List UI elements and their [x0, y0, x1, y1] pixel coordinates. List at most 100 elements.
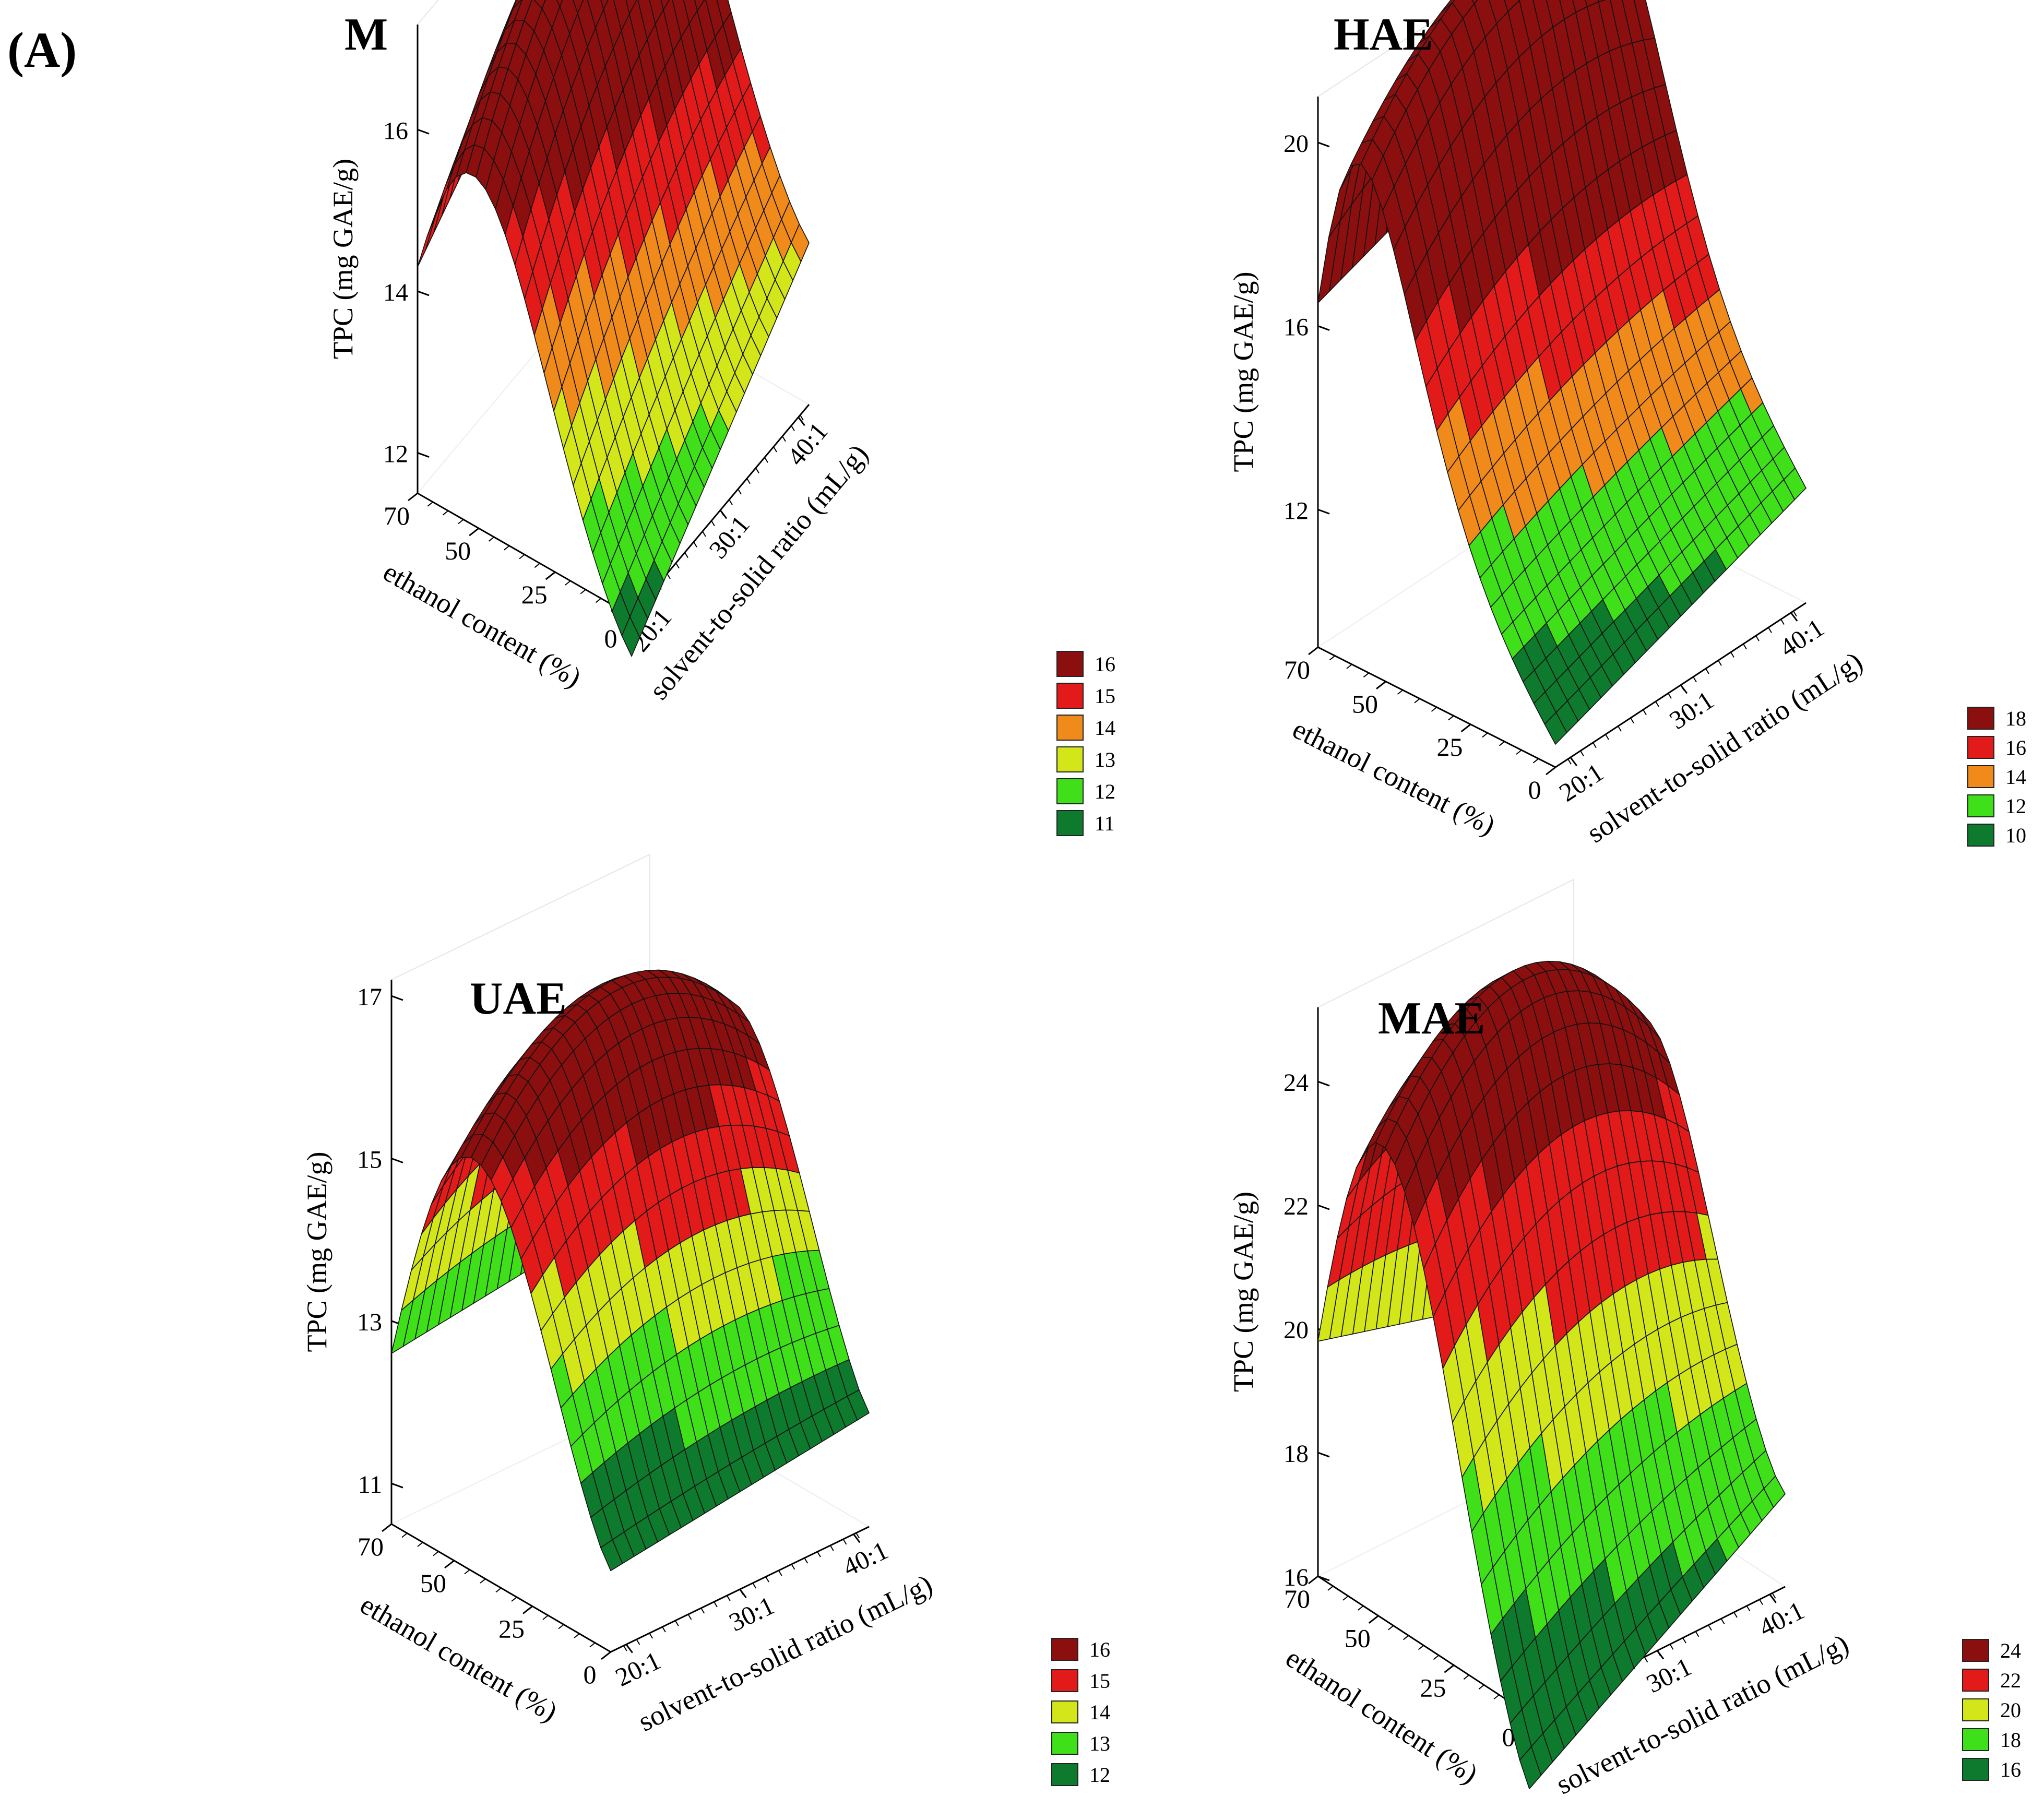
charts-layer: 12 14 16 0 25 50 70 20:1 30:1 40:1 M TPC (mg GAE/g)… — [301, 0, 2026, 1800]
z-axis-title: TPC (mg GAE/g) — [301, 1152, 332, 1352]
z-tick-label: 12 — [383, 441, 408, 468]
x-axis-title: solvent-to-solid ratio (mL/g) — [1581, 646, 1868, 849]
x-minor-tick — [700, 1608, 705, 1614]
legend-swatch — [1967, 794, 1994, 817]
x-minor-tick — [662, 1626, 666, 1633]
y-minor-tick — [1499, 741, 1505, 746]
x-minor-tick — [1718, 660, 1722, 666]
z-tick-label: 16 — [1284, 314, 1309, 341]
x-tick-label: 40:1 — [1754, 1596, 1809, 1643]
y-minor-tick — [565, 580, 571, 586]
y-minor-tick — [448, 1560, 455, 1565]
chart-title: M — [344, 9, 388, 60]
legend-label: 12 — [2005, 794, 2026, 818]
z-tick-label: 13 — [357, 1309, 382, 1336]
legend-swatch — [1056, 683, 1084, 709]
y-minor-tick — [1327, 1586, 1334, 1591]
surface-cell — [621, 616, 640, 657]
z-tick-mark — [1317, 1204, 1330, 1210]
z-tick-label: 11 — [358, 1471, 382, 1498]
y-tick-label: 70 — [358, 1532, 384, 1561]
z-tick-mark — [1317, 1080, 1330, 1087]
legend-label: 18 — [2005, 707, 2026, 730]
x-minor-tick — [1708, 1624, 1712, 1631]
x-tick-label: 40:1 — [838, 1536, 893, 1582]
surface-cell — [600, 1539, 623, 1572]
x-minor-tick — [1655, 701, 1659, 707]
z-tick-label: 18 — [1284, 1440, 1309, 1468]
x-minor-tick — [711, 520, 715, 527]
legend-label: 14 — [2005, 765, 2026, 789]
x-minor-tick — [714, 1601, 718, 1608]
x-minor-tick — [1743, 644, 1747, 650]
x-minor-tick — [693, 541, 697, 548]
x-tick-mark — [798, 417, 805, 426]
x-minor-tick — [855, 1532, 860, 1539]
legend: 18 16 14 12 10 — [1967, 707, 2026, 847]
surface-mesh — [1317, 0, 1807, 745]
y-tick-mark — [1308, 1575, 1318, 1585]
z-tick-label: 15 — [357, 1146, 382, 1173]
legend: 16 15 14 13 12 11 — [1056, 651, 1115, 836]
surface-cell — [1544, 712, 1567, 745]
x-minor-tick — [829, 1545, 834, 1551]
x-tick-mark — [1570, 757, 1578, 766]
z-tick-label: 16 — [383, 117, 408, 145]
legend-label: 20 — [2000, 1698, 2021, 1722]
z-tick-mark — [417, 290, 430, 296]
x-minor-tick — [1759, 1599, 1763, 1605]
legend-swatch — [1051, 1700, 1078, 1723]
legend-swatch — [1056, 746, 1084, 772]
x-tick-label: 30:1 — [703, 510, 755, 564]
y-minor-tick — [1418, 1645, 1424, 1650]
x-minor-tick — [739, 1589, 744, 1595]
legend-label: 16 — [2005, 736, 2026, 759]
x-tick-label: 20:1 — [611, 1646, 665, 1692]
y-tick-label: 0 — [1528, 775, 1541, 804]
x-minor-tick — [764, 457, 768, 463]
z-tick-mark — [1317, 508, 1330, 515]
legend-swatch — [1962, 1758, 1989, 1781]
x-minor-tick — [1618, 725, 1622, 732]
chart-title: HAE — [1334, 9, 1433, 60]
y-tick-label: 50 — [1352, 689, 1378, 719]
y-tick-mark — [1546, 766, 1556, 776]
legend-label: 10 — [2005, 824, 2026, 847]
x-minor-tick — [726, 1595, 731, 1601]
z-tick-label: 16 — [1284, 1564, 1309, 1591]
x-minor-tick — [1668, 693, 1672, 699]
y-minor-tick — [1358, 1605, 1364, 1611]
y-tick-mark — [382, 1523, 392, 1532]
legend-label: 13 — [1089, 1732, 1110, 1755]
legend-label: 24 — [2000, 1639, 2021, 1662]
x-tick-label: 20:1 — [1554, 757, 1609, 807]
y-tick-label: 50 — [445, 536, 471, 565]
x-minor-tick — [842, 1539, 847, 1545]
y-minor-tick — [511, 1597, 517, 1602]
chart-title: UAE — [470, 973, 567, 1024]
y-tick-mark — [408, 492, 418, 502]
y-minor-tick — [1363, 672, 1370, 678]
x-minor-tick — [1705, 668, 1709, 674]
legend: 24 22 20 18 16 — [1962, 1639, 2021, 1781]
y-minor-tick — [1448, 715, 1454, 721]
x-minor-tick — [1657, 1650, 1661, 1657]
x-minor-tick — [1567, 758, 1572, 765]
z-tick-label: 20 — [1284, 130, 1309, 158]
legend-label: 15 — [1089, 1669, 1110, 1693]
y-minor-tick — [1431, 707, 1437, 712]
y-minor-tick — [549, 572, 556, 577]
legend-label: 18 — [2000, 1728, 2021, 1752]
y-minor-tick — [1482, 732, 1488, 738]
x-tick-mark — [1769, 1593, 1777, 1603]
legend-label: 11 — [1095, 812, 1115, 835]
figure-label: (A) — [7, 22, 77, 78]
x-minor-tick — [1755, 635, 1760, 641]
z-axis-title: TPC (mg GAE/g) — [1228, 272, 1259, 472]
y-minor-tick — [401, 1532, 408, 1538]
x-minor-tick — [1680, 684, 1684, 691]
chart-title: MAE — [1378, 993, 1485, 1044]
x-tick-label: 30:1 — [724, 1590, 779, 1637]
y-tick-label: 70 — [384, 501, 410, 530]
